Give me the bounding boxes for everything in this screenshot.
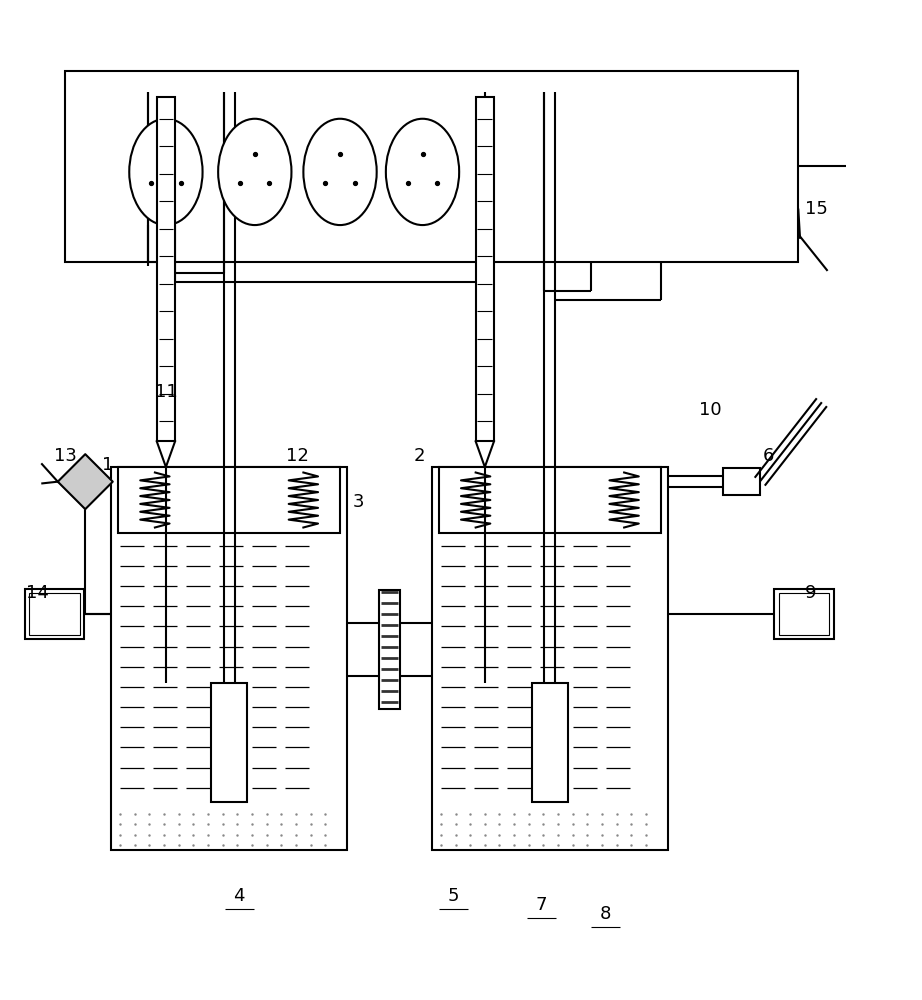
Text: 12: 12 [287,447,309,465]
Bar [532,683,568,802]
Bar [431,467,668,850]
Text: 13: 13 [53,447,77,465]
Polygon shape [157,441,175,467]
Polygon shape [476,441,494,467]
Text: 11: 11 [155,383,177,401]
Text: 3: 3 [352,493,364,511]
Bar [723,468,760,495]
Text: 14: 14 [26,584,49,602]
Ellipse shape [385,119,459,225]
Ellipse shape [129,119,203,225]
Text: 8: 8 [600,905,611,923]
Bar [111,467,348,850]
Text: 5: 5 [448,887,459,905]
Bar [439,467,661,533]
Text: 4: 4 [233,887,245,905]
Bar [157,97,175,441]
Bar [779,593,830,635]
Text: 7: 7 [536,896,548,914]
Bar [65,71,798,262]
Text: 10: 10 [699,401,722,419]
Text: 6: 6 [762,447,774,465]
Text: 9: 9 [805,584,817,602]
Bar [25,589,84,639]
Bar [30,593,80,635]
Polygon shape [58,454,112,509]
Ellipse shape [219,119,291,225]
Bar [211,683,247,802]
Bar [118,467,340,533]
Ellipse shape [303,119,377,225]
Bar [380,590,399,709]
Text: 1: 1 [102,456,113,474]
Text: 15: 15 [805,200,828,218]
Bar [774,589,834,639]
Bar [476,97,494,441]
Text: 2: 2 [414,447,426,465]
